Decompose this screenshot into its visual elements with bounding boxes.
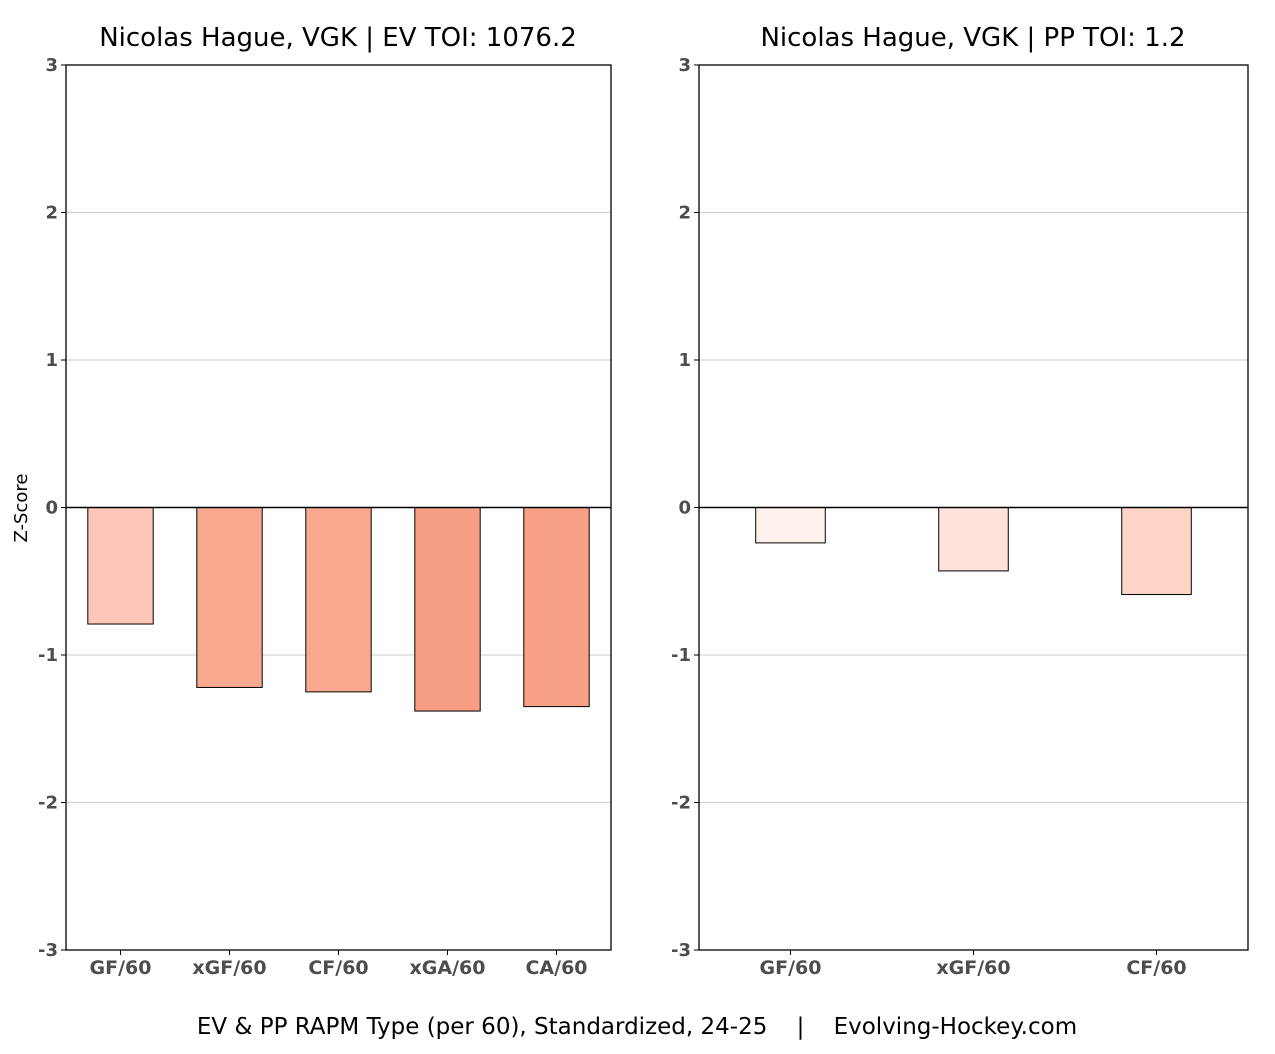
ev-y-tick-label: 0 [45, 498, 58, 519]
ev-category-label: xGA/60 [410, 957, 486, 979]
ev-panel-title: Nicolas Hague, VGK | EV TOI: 1076.2 [99, 23, 577, 53]
ev-bar-gf-per-60 [87, 507, 154, 625]
ev-category-label: CA/60 [525, 957, 587, 979]
pp-y-tick-label: 1 [678, 350, 691, 371]
ev-category-label: GF/60 [90, 957, 152, 979]
ev-y-tick-label: -2 [38, 793, 58, 814]
ev-category-label: CF/60 [308, 957, 368, 979]
figure-caption: EV & PP RAPM Type (per 60), Standardized… [197, 1014, 1077, 1040]
ev-plot-frame [65, 64, 612, 951]
ev-y-tick-label: 3 [45, 55, 58, 76]
pp-y-tick-label: 3 [678, 55, 691, 76]
pp-y-tick-label: -1 [671, 645, 691, 666]
ev-y-tick-label: 2 [45, 203, 58, 224]
ev-bar-cf-per-60 [305, 507, 372, 693]
pp-plot-frame [698, 64, 1249, 951]
pp-bar-cf-per-60 [1121, 507, 1192, 596]
pp-y-tick-label: -3 [671, 940, 691, 961]
y-axis-title: Z-Score [11, 474, 32, 543]
ev-y-tick-label: -1 [38, 645, 58, 666]
pp-category-label: xGF/60 [936, 957, 1010, 979]
pp-bar-xgf-per-60 [938, 507, 1009, 572]
pp-panel: Nicolas Hague, VGK | PP TOI: 1.2 -3 -2 -1 0… [671, 23, 1249, 979]
pp-category-label: GF/60 [760, 957, 822, 979]
ev-y-tick-label: -3 [38, 940, 58, 961]
pp-category-label: CF/60 [1126, 957, 1186, 979]
pp-panel-title: Nicolas Hague, VGK | PP TOI: 1.2 [760, 23, 1185, 53]
pp-y-tick-label: -2 [671, 793, 691, 814]
pp-y-tick-label: 2 [678, 203, 691, 224]
pp-y-tick-label: 0 [678, 498, 691, 519]
ev-category-label: xGF/60 [192, 957, 266, 979]
ev-bar-ca-per-60 [523, 507, 590, 708]
pp-bar-gf-per-60 [755, 507, 826, 544]
ev-panel: Nicolas Hague, VGK | EV TOI: 1076.2 -3 -2… [38, 23, 612, 979]
ev-bar-xga-per-60 [414, 507, 481, 712]
ev-bar-xgf-per-60 [196, 507, 263, 688]
ev-y-tick-label: 1 [45, 350, 58, 371]
